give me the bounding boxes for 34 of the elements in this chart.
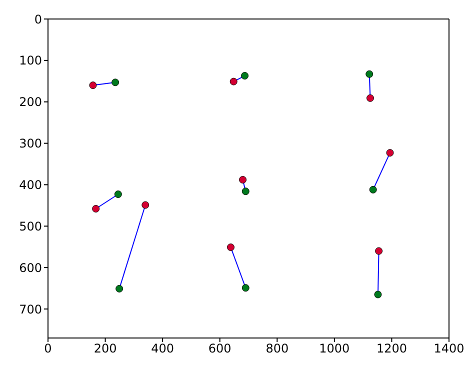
point	[92, 204, 100, 212]
y-tick-label: 200	[19, 95, 42, 110]
y-tick-label: 0	[34, 12, 42, 26]
point	[114, 190, 122, 198]
point	[142, 201, 150, 209]
point	[242, 284, 250, 292]
x-tick-label: 200	[94, 342, 117, 356]
y-tick-label: 600	[19, 260, 42, 275]
point	[241, 72, 249, 80]
point	[116, 284, 124, 292]
x-tick-label: 0	[44, 342, 52, 356]
x-tick-label: 1000	[319, 342, 350, 356]
point	[369, 186, 377, 194]
x-tick-label: 600	[208, 342, 232, 356]
point	[230, 78, 238, 86]
y-tick-label: 700	[19, 302, 42, 316]
point	[239, 176, 247, 184]
y-tick-label: 100	[19, 54, 42, 68]
point	[226, 244, 234, 252]
point	[375, 247, 383, 255]
point	[366, 70, 374, 78]
point	[366, 94, 374, 102]
y-tick-label: 300	[19, 136, 42, 151]
y-tick-label: 400	[19, 178, 42, 192]
x-tick-label: 1400	[434, 342, 464, 356]
point	[386, 149, 394, 157]
x-tick-label: 1200	[376, 342, 407, 356]
point	[112, 78, 120, 86]
point	[242, 188, 250, 196]
point	[374, 290, 382, 298]
point	[89, 82, 97, 90]
y-tick-label: 500	[19, 219, 42, 234]
x-tick-label: 400	[151, 342, 174, 356]
x-tick-label: 800	[266, 342, 289, 356]
